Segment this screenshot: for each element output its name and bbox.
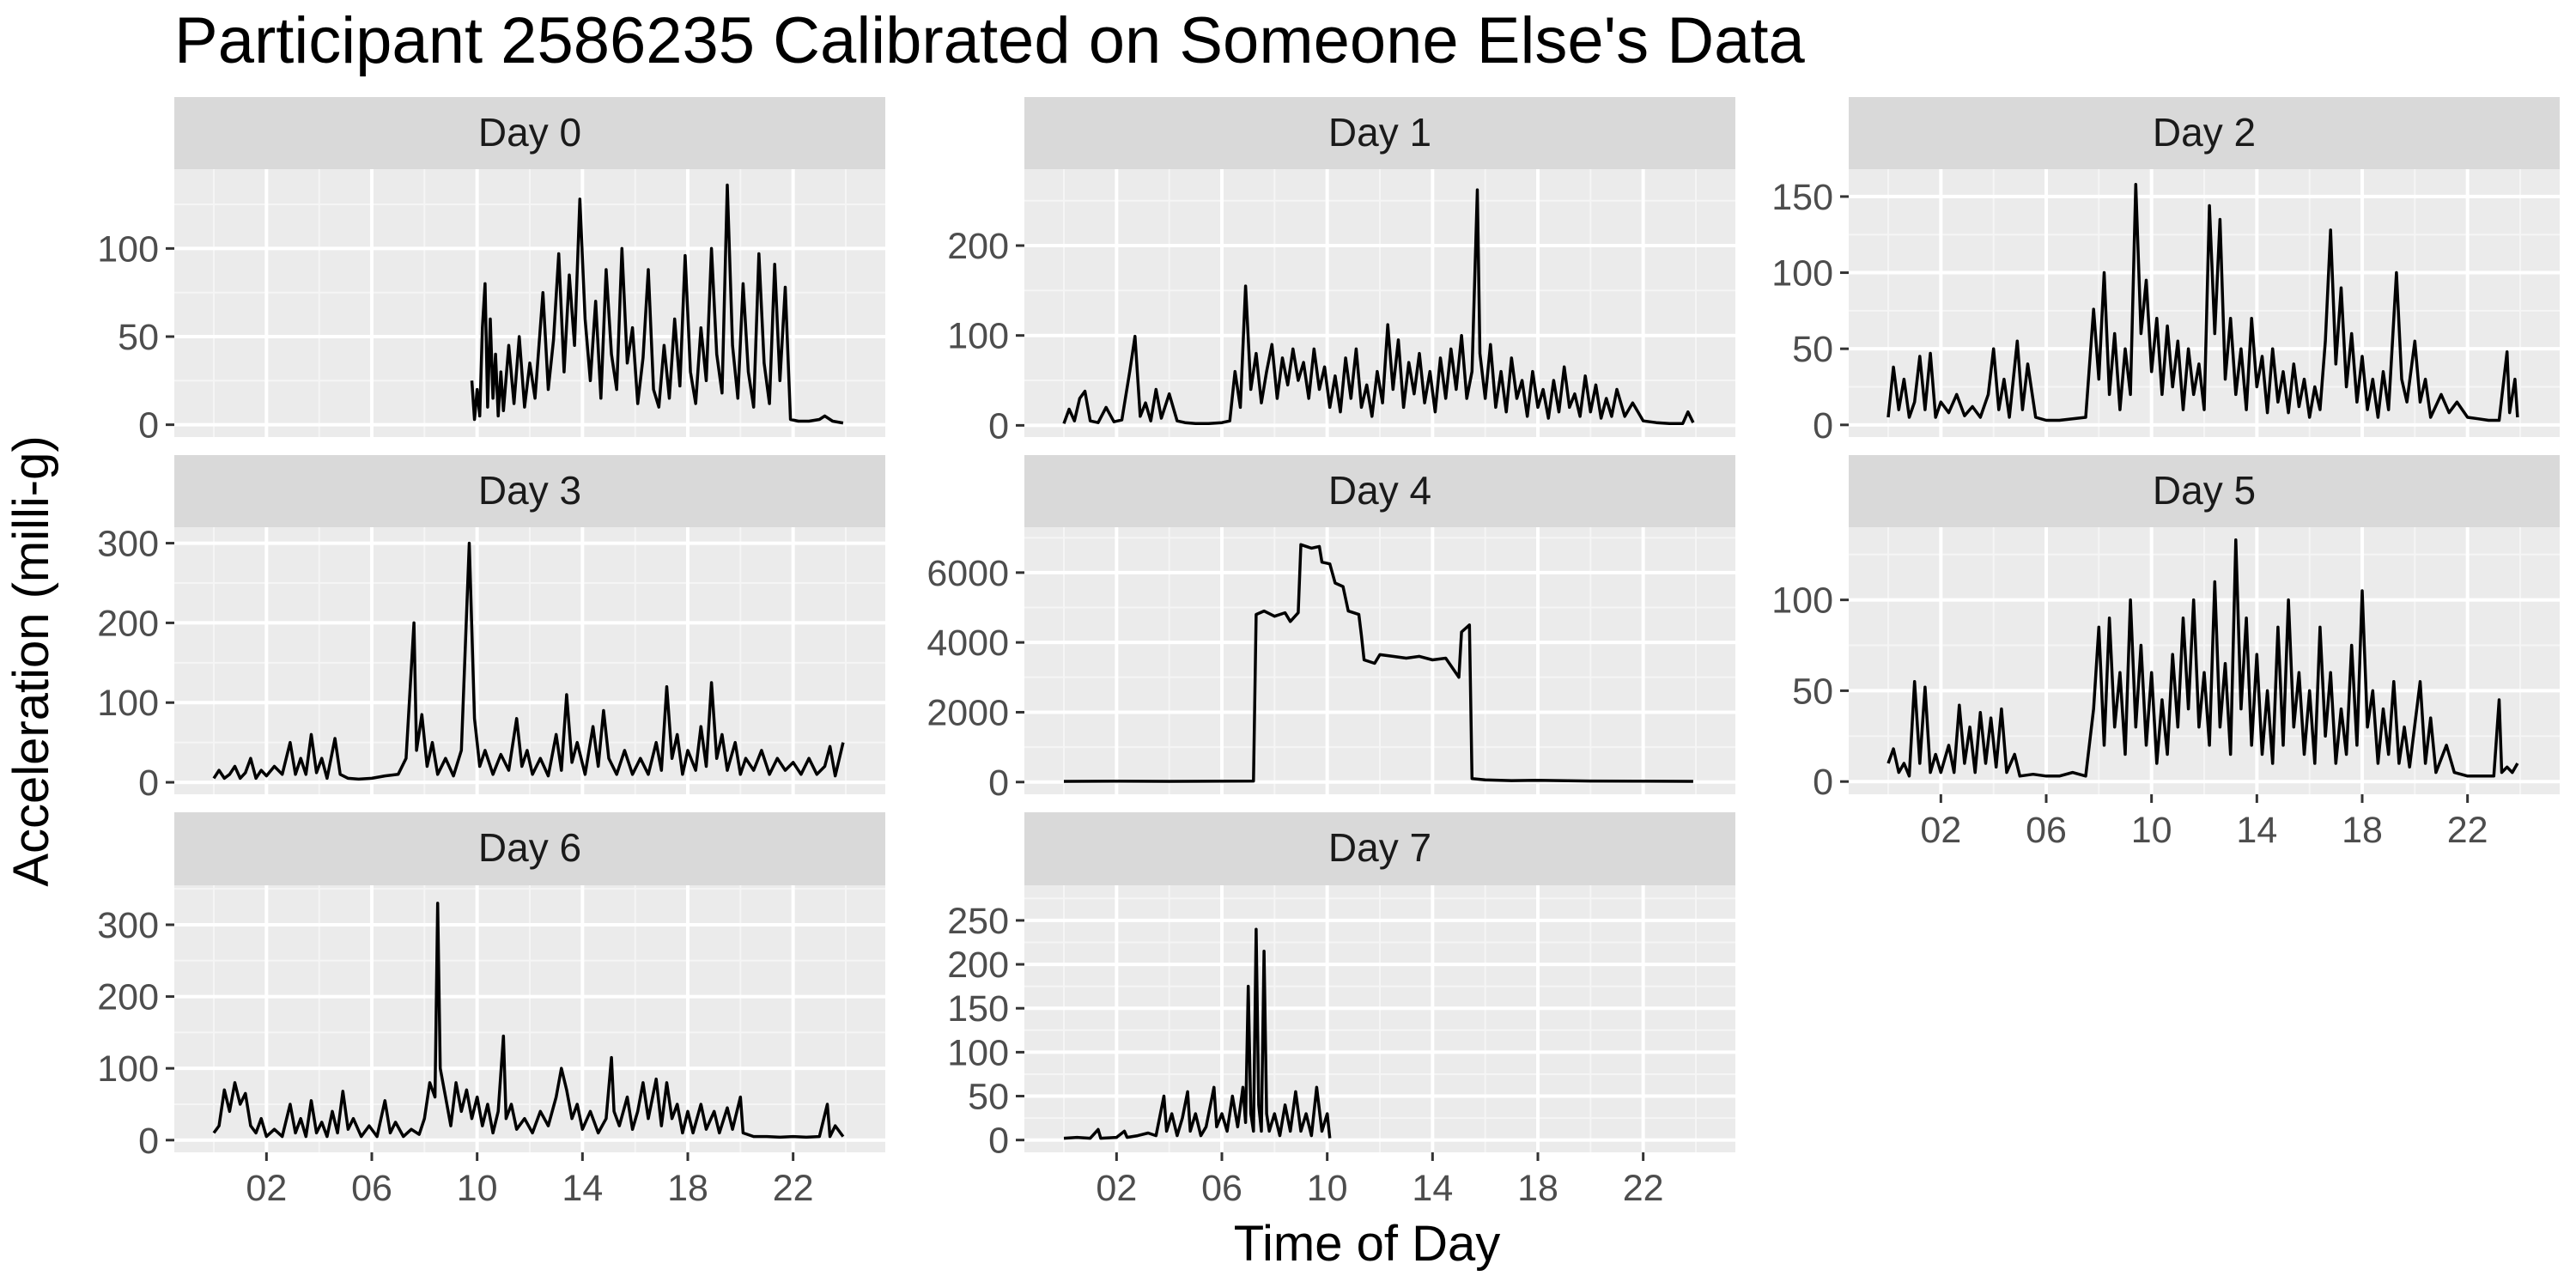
acceleration-series-line xyxy=(1063,543,1693,783)
x-tick-label: 14 xyxy=(562,1168,603,1209)
acceleration-series-line xyxy=(1886,538,2519,778)
facet-strip xyxy=(1849,97,2560,169)
x-tick-label: 14 xyxy=(2236,810,2277,851)
acceleration-series-line xyxy=(212,541,845,781)
y-tick-label: 200 xyxy=(947,226,1009,267)
x-tick-label: 06 xyxy=(351,1168,392,1209)
x-tick-label: 10 xyxy=(2131,810,2172,851)
y-tick-label: 4000 xyxy=(927,623,1009,664)
facet-strip xyxy=(174,97,885,169)
facet-panel: Day 0 0 50 100 xyxy=(97,97,885,447)
facet-strip-label: Day 5 xyxy=(2153,468,2256,513)
facet-panel: Day 3 0 100 200 300 xyxy=(97,455,885,804)
facet-panel: Day 5 0 50 100 02 06 10 14 18 22 xyxy=(1771,455,2560,851)
y-tick-label: 150 xyxy=(947,988,1009,1030)
facet-panel: Day 2 0 50 100 150 xyxy=(1771,97,2560,447)
facet-strip-label: Day 7 xyxy=(1328,825,1431,870)
acceleration-series-line xyxy=(470,183,844,425)
facet-panel: Day 6 0 100 200 300 02 06 10 14 18 22 xyxy=(97,812,885,1209)
y-tick-label: 200 xyxy=(947,945,1009,986)
y-tick-label: 0 xyxy=(1813,762,1833,803)
facet-strip-label: Day 2 xyxy=(2153,110,2256,155)
facet-panel: Day 4 0 2000 4000 6000 xyxy=(927,455,1735,804)
acceleration-series-line xyxy=(1062,188,1695,426)
y-tick-label: 100 xyxy=(947,1032,1009,1073)
y-tick-label: 300 xyxy=(97,905,159,946)
x-axis-title: Time of Day xyxy=(1234,1216,1500,1272)
y-tick-label: 50 xyxy=(1792,329,1833,370)
y-tick-label: 2000 xyxy=(927,692,1009,733)
y-tick-label: 300 xyxy=(97,524,159,565)
y-tick-label: 6000 xyxy=(927,553,1009,594)
y-tick-label: 0 xyxy=(988,762,1009,804)
x-tick-label: 06 xyxy=(1201,1168,1242,1209)
y-tick-label: 0 xyxy=(1813,405,1833,447)
x-tick-label: 14 xyxy=(1412,1168,1453,1209)
y-tick-label: 100 xyxy=(1771,580,1833,622)
x-tick-label: 10 xyxy=(1307,1168,1348,1209)
x-tick-label: 22 xyxy=(2447,810,2488,851)
y-tick-label: 0 xyxy=(138,1121,159,1162)
y-tick-label: 100 xyxy=(947,316,1009,357)
y-tick-label: 150 xyxy=(1771,177,1833,218)
y-tick-label: 100 xyxy=(1771,253,1833,295)
facet-strip xyxy=(1024,455,1735,527)
y-tick-label: 0 xyxy=(988,405,1009,447)
acceleration-series-line xyxy=(212,902,845,1139)
facet-strip xyxy=(174,455,885,527)
y-tick-label: 0 xyxy=(138,762,159,804)
y-tick-label: 50 xyxy=(1792,671,1833,712)
facet-strip-label: Day 4 xyxy=(1328,468,1431,513)
x-tick-label: 18 xyxy=(667,1168,708,1209)
x-tick-label: 10 xyxy=(457,1168,498,1209)
facet-strip-label: Day 6 xyxy=(478,825,581,870)
x-tick-label: 06 xyxy=(2026,810,2067,851)
x-tick-label: 22 xyxy=(773,1168,814,1209)
chart-title: Participant 2586235 Calibrated on Someon… xyxy=(174,4,1806,77)
facet-strip-label: Day 1 xyxy=(1328,110,1431,155)
facet-panel: Day 1 0 100 200 xyxy=(947,97,1735,447)
y-tick-label: 100 xyxy=(97,1048,159,1090)
facet-strip xyxy=(174,812,885,885)
facet-strip-label: Day 3 xyxy=(478,468,581,513)
x-tick-label: 18 xyxy=(1517,1168,1558,1209)
facet-strip xyxy=(1849,455,2560,527)
facet-strip xyxy=(1024,97,1735,169)
y-tick-label: 50 xyxy=(968,1077,1009,1118)
facet-strip-label: Day 0 xyxy=(478,110,581,155)
y-tick-label: 0 xyxy=(988,1121,1009,1162)
y-tick-label: 100 xyxy=(97,683,159,724)
facet-strip xyxy=(1024,812,1735,885)
y-tick-label: 0 xyxy=(138,405,159,447)
y-axis-title: Acceleration (milli-g) xyxy=(3,435,59,886)
x-tick-label: 18 xyxy=(2342,810,2383,851)
y-tick-label: 100 xyxy=(97,228,159,270)
y-tick-label: 200 xyxy=(97,603,159,644)
x-tick-label: 02 xyxy=(246,1168,287,1209)
acceleration-series-line xyxy=(1063,927,1332,1140)
x-tick-label: 02 xyxy=(1096,1168,1137,1209)
acceleration-series-line xyxy=(1886,182,2519,422)
y-tick-label: 50 xyxy=(118,317,159,358)
x-tick-label: 22 xyxy=(1623,1168,1664,1209)
x-tick-label: 02 xyxy=(1920,810,1961,851)
y-tick-label: 250 xyxy=(947,901,1009,942)
y-tick-label: 200 xyxy=(97,977,159,1018)
